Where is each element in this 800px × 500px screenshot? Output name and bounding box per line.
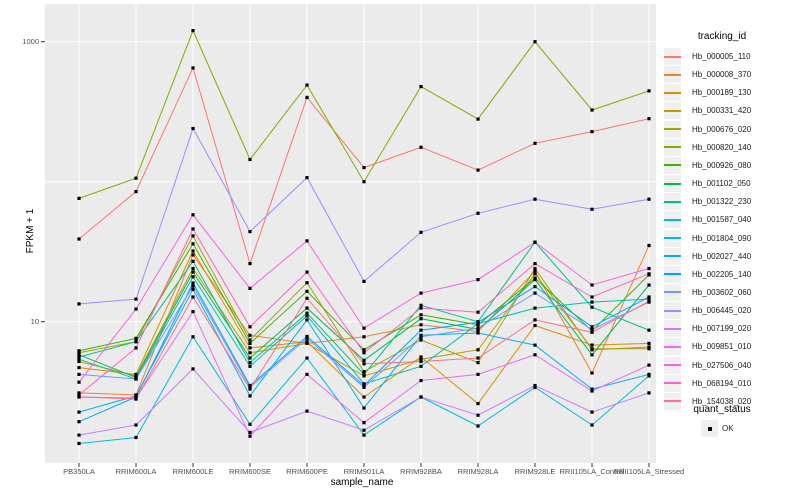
x-tick-label: RRIM600SE (229, 467, 271, 476)
x-tick-label: RRII105LA_Control (559, 467, 624, 476)
x-tick-label: PB350LA (63, 467, 95, 476)
x-tick-label: RRIM600PE (286, 467, 328, 476)
x-axis-title: sample_name (330, 477, 394, 488)
x-tick-label: RRIM600LA (116, 467, 157, 476)
quant-label: OK (722, 424, 734, 433)
quant-key-box (701, 420, 718, 437)
y-tick-label: 10 (31, 317, 39, 326)
x-tick-label: RRIM928LA (458, 467, 499, 476)
x-tick-label: RRIM928LE (515, 467, 556, 476)
legend-title-quant-status: quant_status (693, 404, 751, 415)
legend-item-quant-ok: OK (701, 420, 734, 437)
y-axis-title: FPKM + 1 (24, 208, 36, 254)
x-tick-label: RRIM928BA (400, 467, 442, 476)
gridlines (45, 4, 656, 463)
axis-tick-labels: PB350LA RRIM600LA RRIM600LE RRIM600SE RRIM60… (22, 37, 684, 476)
x-tick-label: RRII105LA_Stressed (614, 467, 684, 476)
axis-ticks (41, 41, 650, 467)
black-square-point-icon (707, 426, 712, 431)
x-tick-label: RRIM600LE (173, 467, 214, 476)
y-tick-label: 1000 (22, 37, 39, 46)
data-points (77, 29, 651, 446)
legend-title-tracking-id: tracking_id (697, 31, 747, 42)
x-tick-label: RRIM901LA (344, 467, 385, 476)
